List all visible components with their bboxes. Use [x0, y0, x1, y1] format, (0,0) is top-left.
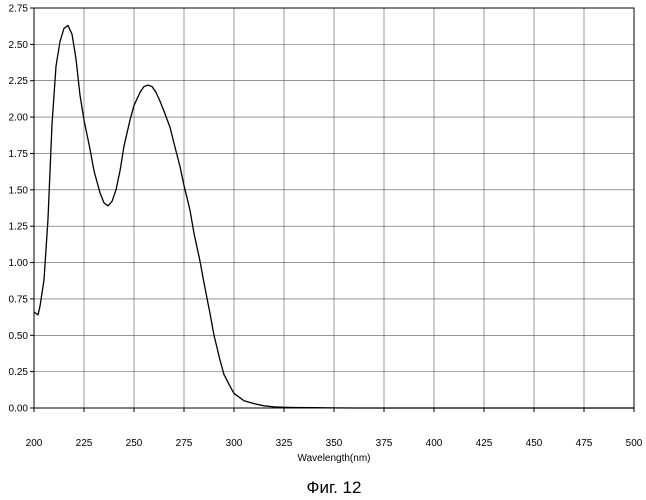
y-tick-label: 1.75: [9, 149, 29, 160]
x-tick-label: 225: [76, 438, 93, 449]
y-tick-label: 2.50: [9, 40, 29, 51]
x-tick-label: 275: [176, 438, 193, 449]
x-tick-label: 375: [376, 438, 393, 449]
x-tick-label: 250: [126, 438, 143, 449]
y-tick-label: 0.00: [9, 404, 29, 415]
x-tick-label: 325: [276, 438, 293, 449]
x-tick-label: 500: [626, 438, 643, 449]
y-tick-label: 2.25: [9, 76, 29, 87]
x-tick-label: 475: [576, 438, 593, 449]
x-tick-label: 350: [326, 438, 343, 449]
x-axis-label: Wavelength(nm): [298, 453, 371, 464]
y-tick-label: 2.75: [9, 4, 29, 15]
y-tick-label: 0.50: [9, 331, 29, 342]
x-tick-label: 400: [426, 438, 443, 449]
y-tick-label: 0.25: [9, 367, 29, 378]
x-tick-label: 300: [226, 438, 243, 449]
x-tick-label: 450: [526, 438, 543, 449]
grid: [34, 8, 634, 408]
y-tick-label: 1.00: [9, 258, 29, 269]
y-axis-ticks: 0.00 0.25 0.50 0.75 1.00 1.25 1.50 1.75 2.00 2.25…: [9, 4, 34, 415]
y-tick-label: 2.00: [9, 113, 29, 124]
x-tick-label: 200: [26, 438, 43, 449]
x-tick-label: 425: [476, 438, 493, 449]
figure-caption: Фиг. 12: [307, 478, 362, 497]
y-tick-label: 0.75: [9, 294, 29, 305]
y-tick-label: 1.50: [9, 185, 29, 196]
x-axis-ticks: 200 225 250 275 300 325 350 375 400 425 450 475 500: [26, 408, 643, 449]
y-tick-label: 1.25: [9, 222, 29, 233]
